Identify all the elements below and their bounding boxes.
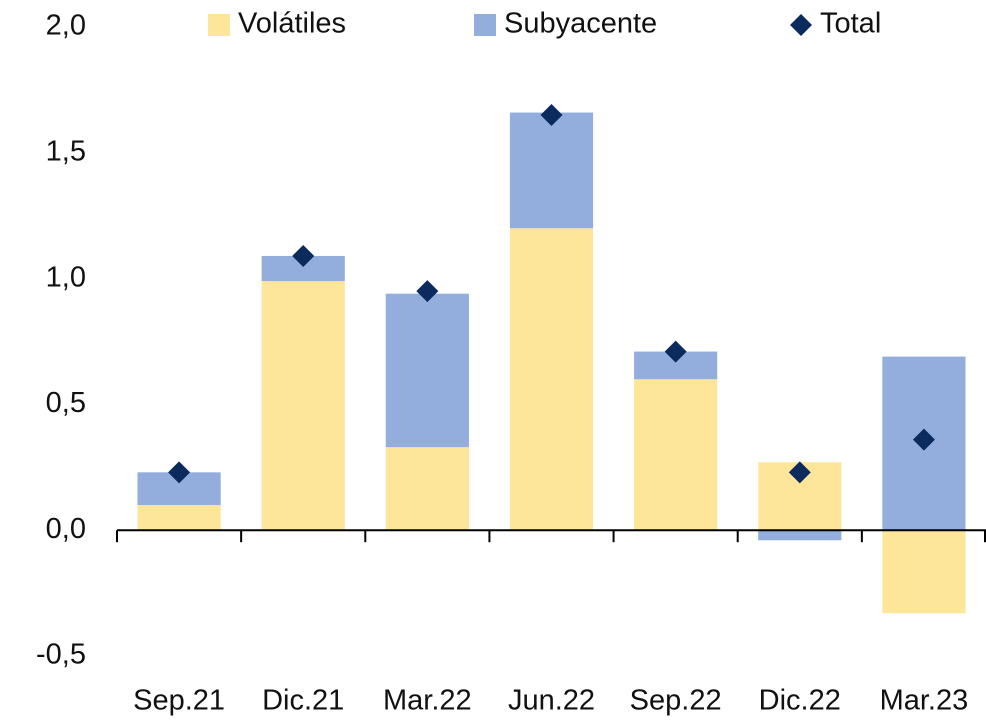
total-marker bbox=[292, 244, 315, 267]
total-marker bbox=[416, 280, 439, 303]
x-tick-label: Sep.22 bbox=[630, 685, 722, 717]
y-tick-label: 2,0 bbox=[46, 10, 86, 42]
legend-swatch bbox=[790, 14, 812, 36]
x-tick-label: Mar.23 bbox=[880, 685, 969, 717]
y-tick-label: 1,5 bbox=[46, 135, 86, 167]
legend-swatch bbox=[474, 14, 496, 36]
bar bbox=[385, 293, 469, 448]
total-marker bbox=[168, 461, 191, 484]
legend-swatch bbox=[208, 14, 230, 36]
total-marker bbox=[664, 340, 687, 363]
total-marker bbox=[912, 428, 935, 451]
bar bbox=[509, 112, 594, 229]
bar bbox=[758, 530, 842, 541]
x-tick-label: Jun.22 bbox=[508, 685, 595, 717]
bar bbox=[261, 281, 345, 531]
y-tick-label: 1,0 bbox=[46, 261, 86, 293]
bar bbox=[882, 530, 966, 614]
bar bbox=[509, 228, 594, 531]
legend-label: Total bbox=[820, 8, 881, 40]
y-tick-label: 0,0 bbox=[46, 513, 86, 545]
x-tick-label: Sep.21 bbox=[133, 685, 225, 717]
bar bbox=[634, 379, 718, 531]
total-marker bbox=[540, 104, 563, 127]
x-tick-label: Dic.22 bbox=[759, 685, 841, 717]
legend-label: Subyacente bbox=[504, 8, 657, 40]
bar bbox=[385, 447, 469, 531]
bar bbox=[137, 505, 221, 531]
total-marker bbox=[788, 461, 811, 484]
x-tick-label: Dic.21 bbox=[262, 685, 344, 717]
legend-label: Volátiles bbox=[238, 8, 346, 40]
x-tick-label: Mar.22 bbox=[383, 685, 472, 717]
y-tick-label: 0,5 bbox=[46, 387, 86, 419]
y-tick-label: -0,5 bbox=[36, 639, 86, 671]
